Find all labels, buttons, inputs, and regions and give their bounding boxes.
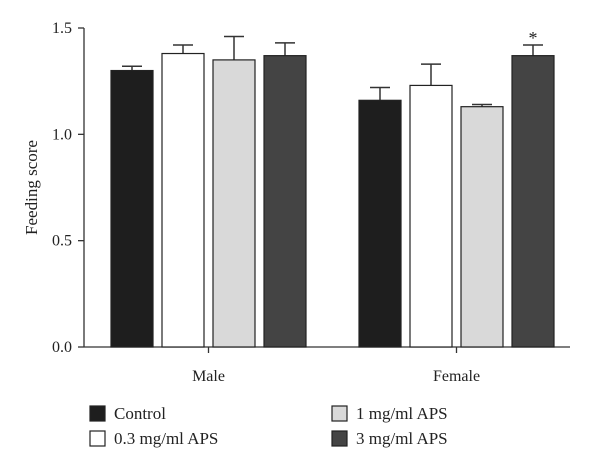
legend-swatch — [331, 405, 348, 422]
legend-label: 1 mg/ml APS — [356, 404, 448, 423]
legend-label: 0.3 mg/ml APS — [114, 429, 218, 448]
y-tick-label: 0.5 — [52, 233, 72, 250]
x-tick-label: Female — [433, 368, 480, 385]
legend-swatch — [89, 430, 106, 447]
legend-swatch — [89, 405, 106, 422]
bar — [511, 55, 555, 348]
legend-swatch — [331, 430, 348, 447]
legend: Control 1 mg/ml APS 0.3 mg/ml APS 3 mg/ml A… — [89, 404, 448, 448]
bar — [110, 69, 154, 348]
y-tick-label: 1.5 — [52, 20, 72, 37]
y-tick-label: 0.0 — [52, 339, 72, 356]
y-tick-label: 1.0 — [52, 126, 72, 143]
legend-label: Control — [114, 404, 166, 423]
significance-marker: * — [529, 28, 538, 48]
x-tick-label: Male — [192, 368, 225, 385]
bar — [212, 59, 256, 348]
bar — [409, 84, 453, 348]
y-axis-title: Feeding score — [22, 140, 41, 235]
bar — [460, 106, 504, 348]
bar — [161, 52, 205, 348]
labels: 0.0 0.5 1.0 1.5 Feeding score Male Female * — [22, 20, 538, 385]
legend-label: 3 mg/ml APS — [356, 429, 448, 448]
bars — [110, 35, 555, 348]
bar — [358, 99, 402, 348]
bar — [263, 55, 307, 348]
